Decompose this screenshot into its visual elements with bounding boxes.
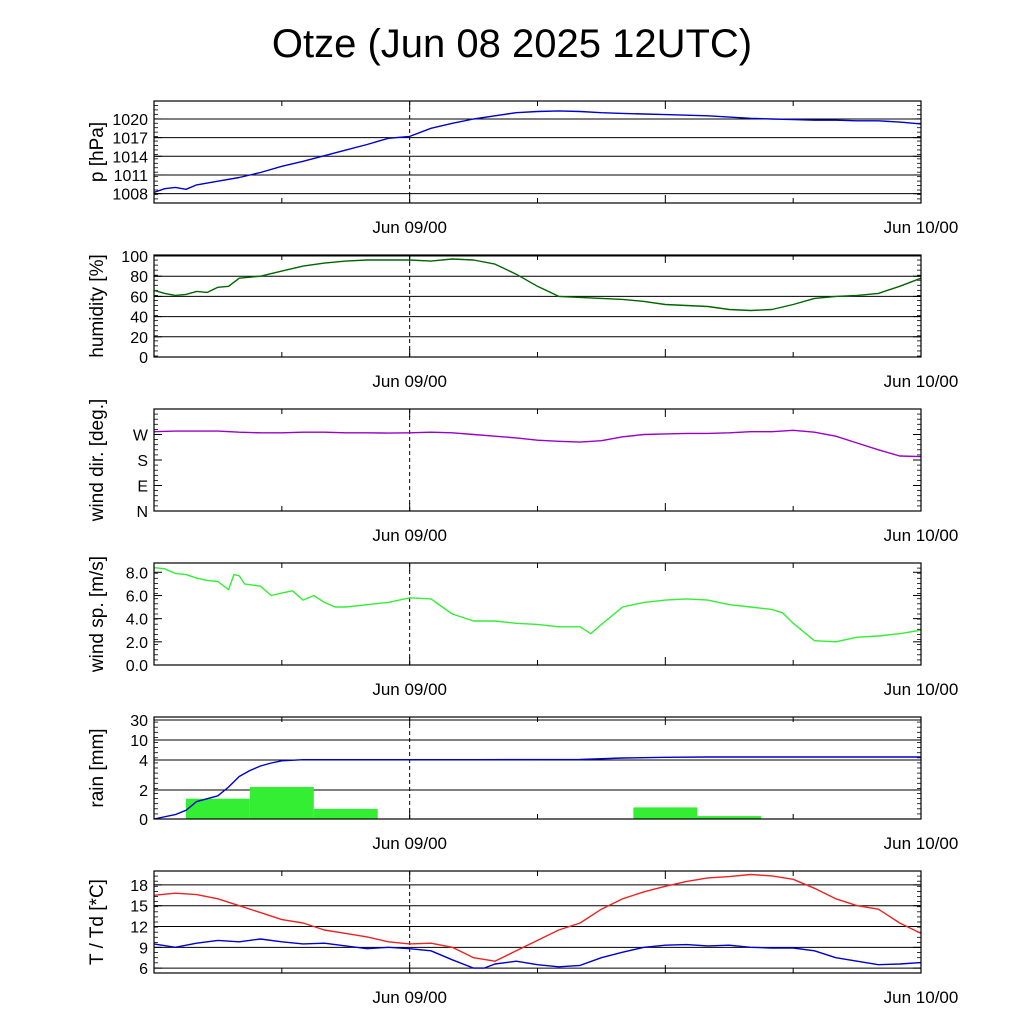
y-tick-label: 6 xyxy=(139,961,148,978)
y-axis-label: humidity [%] xyxy=(87,254,108,357)
y-tick-label: 1014 xyxy=(112,149,148,166)
y-tick-label: 1017 xyxy=(112,131,148,148)
y-tick-label: 9 xyxy=(139,940,148,957)
series-line-0 xyxy=(153,873,922,962)
y-tick-label: 1008 xyxy=(112,187,148,204)
plot-frame xyxy=(153,254,922,358)
series-line-0 xyxy=(153,756,921,820)
series-line-0 xyxy=(153,566,922,643)
y-tick-label: 6.0 xyxy=(126,588,148,605)
x-tick-label: Jun 09/00 xyxy=(372,372,447,391)
x-tick-label: Jun 10/00 xyxy=(884,988,959,1007)
chart-title: Otze (Jun 08 2025 12UTC) xyxy=(271,22,753,66)
y-tick-label: E xyxy=(137,479,148,496)
y-tick-label: 10 xyxy=(130,733,148,750)
y-tick-label: 80 xyxy=(130,269,148,286)
y-tick-label: 40 xyxy=(130,310,148,327)
x-tick-label: Jun 10/00 xyxy=(884,218,959,237)
plot-frame xyxy=(153,870,922,974)
plot-frame xyxy=(153,562,922,666)
y-tick-label: 30 xyxy=(130,713,148,730)
y-tick-label: 12 xyxy=(130,920,148,937)
series-line-0 xyxy=(153,110,922,194)
y-tick-label: 2.0 xyxy=(126,635,148,652)
rain-bar xyxy=(313,808,378,819)
x-tick-label: Jun 09/00 xyxy=(372,834,447,853)
y-axis-label: wind sp. [m/s] xyxy=(87,556,108,673)
y-tick-label: 60 xyxy=(130,289,148,306)
y-axis-label: p [hPa] xyxy=(87,122,108,182)
y-tick-label: 2 xyxy=(139,783,148,800)
x-tick-label: Jun 10/00 xyxy=(884,372,959,391)
series-line-0 xyxy=(153,258,922,312)
x-tick-label: Jun 10/00 xyxy=(884,526,959,545)
y-tick-label: 8.0 xyxy=(126,565,148,582)
y-tick-label: 0 xyxy=(139,812,148,829)
temperature-panel: 6 9 12 15 18 Jun 09/00 Jun 10/00 T / Td [*C] xyxy=(87,870,959,1007)
rain-bar xyxy=(185,798,250,819)
series-line-1 xyxy=(153,938,922,969)
plot-frame xyxy=(153,408,922,512)
y-tick-label: W xyxy=(133,428,149,445)
x-tick-label: Jun 09/00 xyxy=(372,988,447,1007)
y-axis-label: wind dir. [deg.] xyxy=(87,399,108,523)
y-tick-label: 100 xyxy=(121,249,148,266)
y-tick-label: 4.0 xyxy=(126,612,148,629)
y-tick-label: 0.0 xyxy=(126,658,148,675)
x-tick-label: Jun 09/00 xyxy=(372,218,447,237)
y-tick-label: 1011 xyxy=(114,168,149,185)
y-tick-label: 0 xyxy=(139,350,148,367)
y-tick-label: 4 xyxy=(139,753,148,770)
rain-panel: 0 2 4 10 30 Jun 09/00 Jun 10/00 rain [mm] xyxy=(87,713,958,853)
y-tick-label: 20 xyxy=(130,330,148,347)
y-axis-label: T / Td [*C] xyxy=(87,879,108,965)
series-line-0 xyxy=(153,429,922,458)
y-tick-label: 15 xyxy=(130,899,148,916)
rain-bar xyxy=(249,787,314,819)
x-tick-label: Jun 10/00 xyxy=(884,834,959,853)
rain-bar xyxy=(697,816,762,819)
x-tick-label: Jun 09/00 xyxy=(372,526,447,545)
x-tick-label: Jun 09/00 xyxy=(372,680,447,699)
y-tick-label: 18 xyxy=(130,878,148,895)
x-tick-label: Jun 10/00 xyxy=(884,680,959,699)
plot-frame xyxy=(153,716,922,820)
y-tick-label: 1020 xyxy=(112,112,148,129)
y-tick-label: N xyxy=(136,504,148,521)
rain-bar xyxy=(633,807,698,819)
plot-frame xyxy=(153,100,922,204)
y-axis-label: rain [mm] xyxy=(87,728,108,807)
wind-speed-panel: 0.0 2.0 4.0 6.0 8.0 Jun 09/00 Jun 10/00 wind sp… xyxy=(87,556,958,699)
y-tick-label: S xyxy=(137,453,148,470)
humidity-panel: 0 20 40 60 80 100 Jun 09/00 Jun 10/00 humidity [… xyxy=(87,249,958,391)
